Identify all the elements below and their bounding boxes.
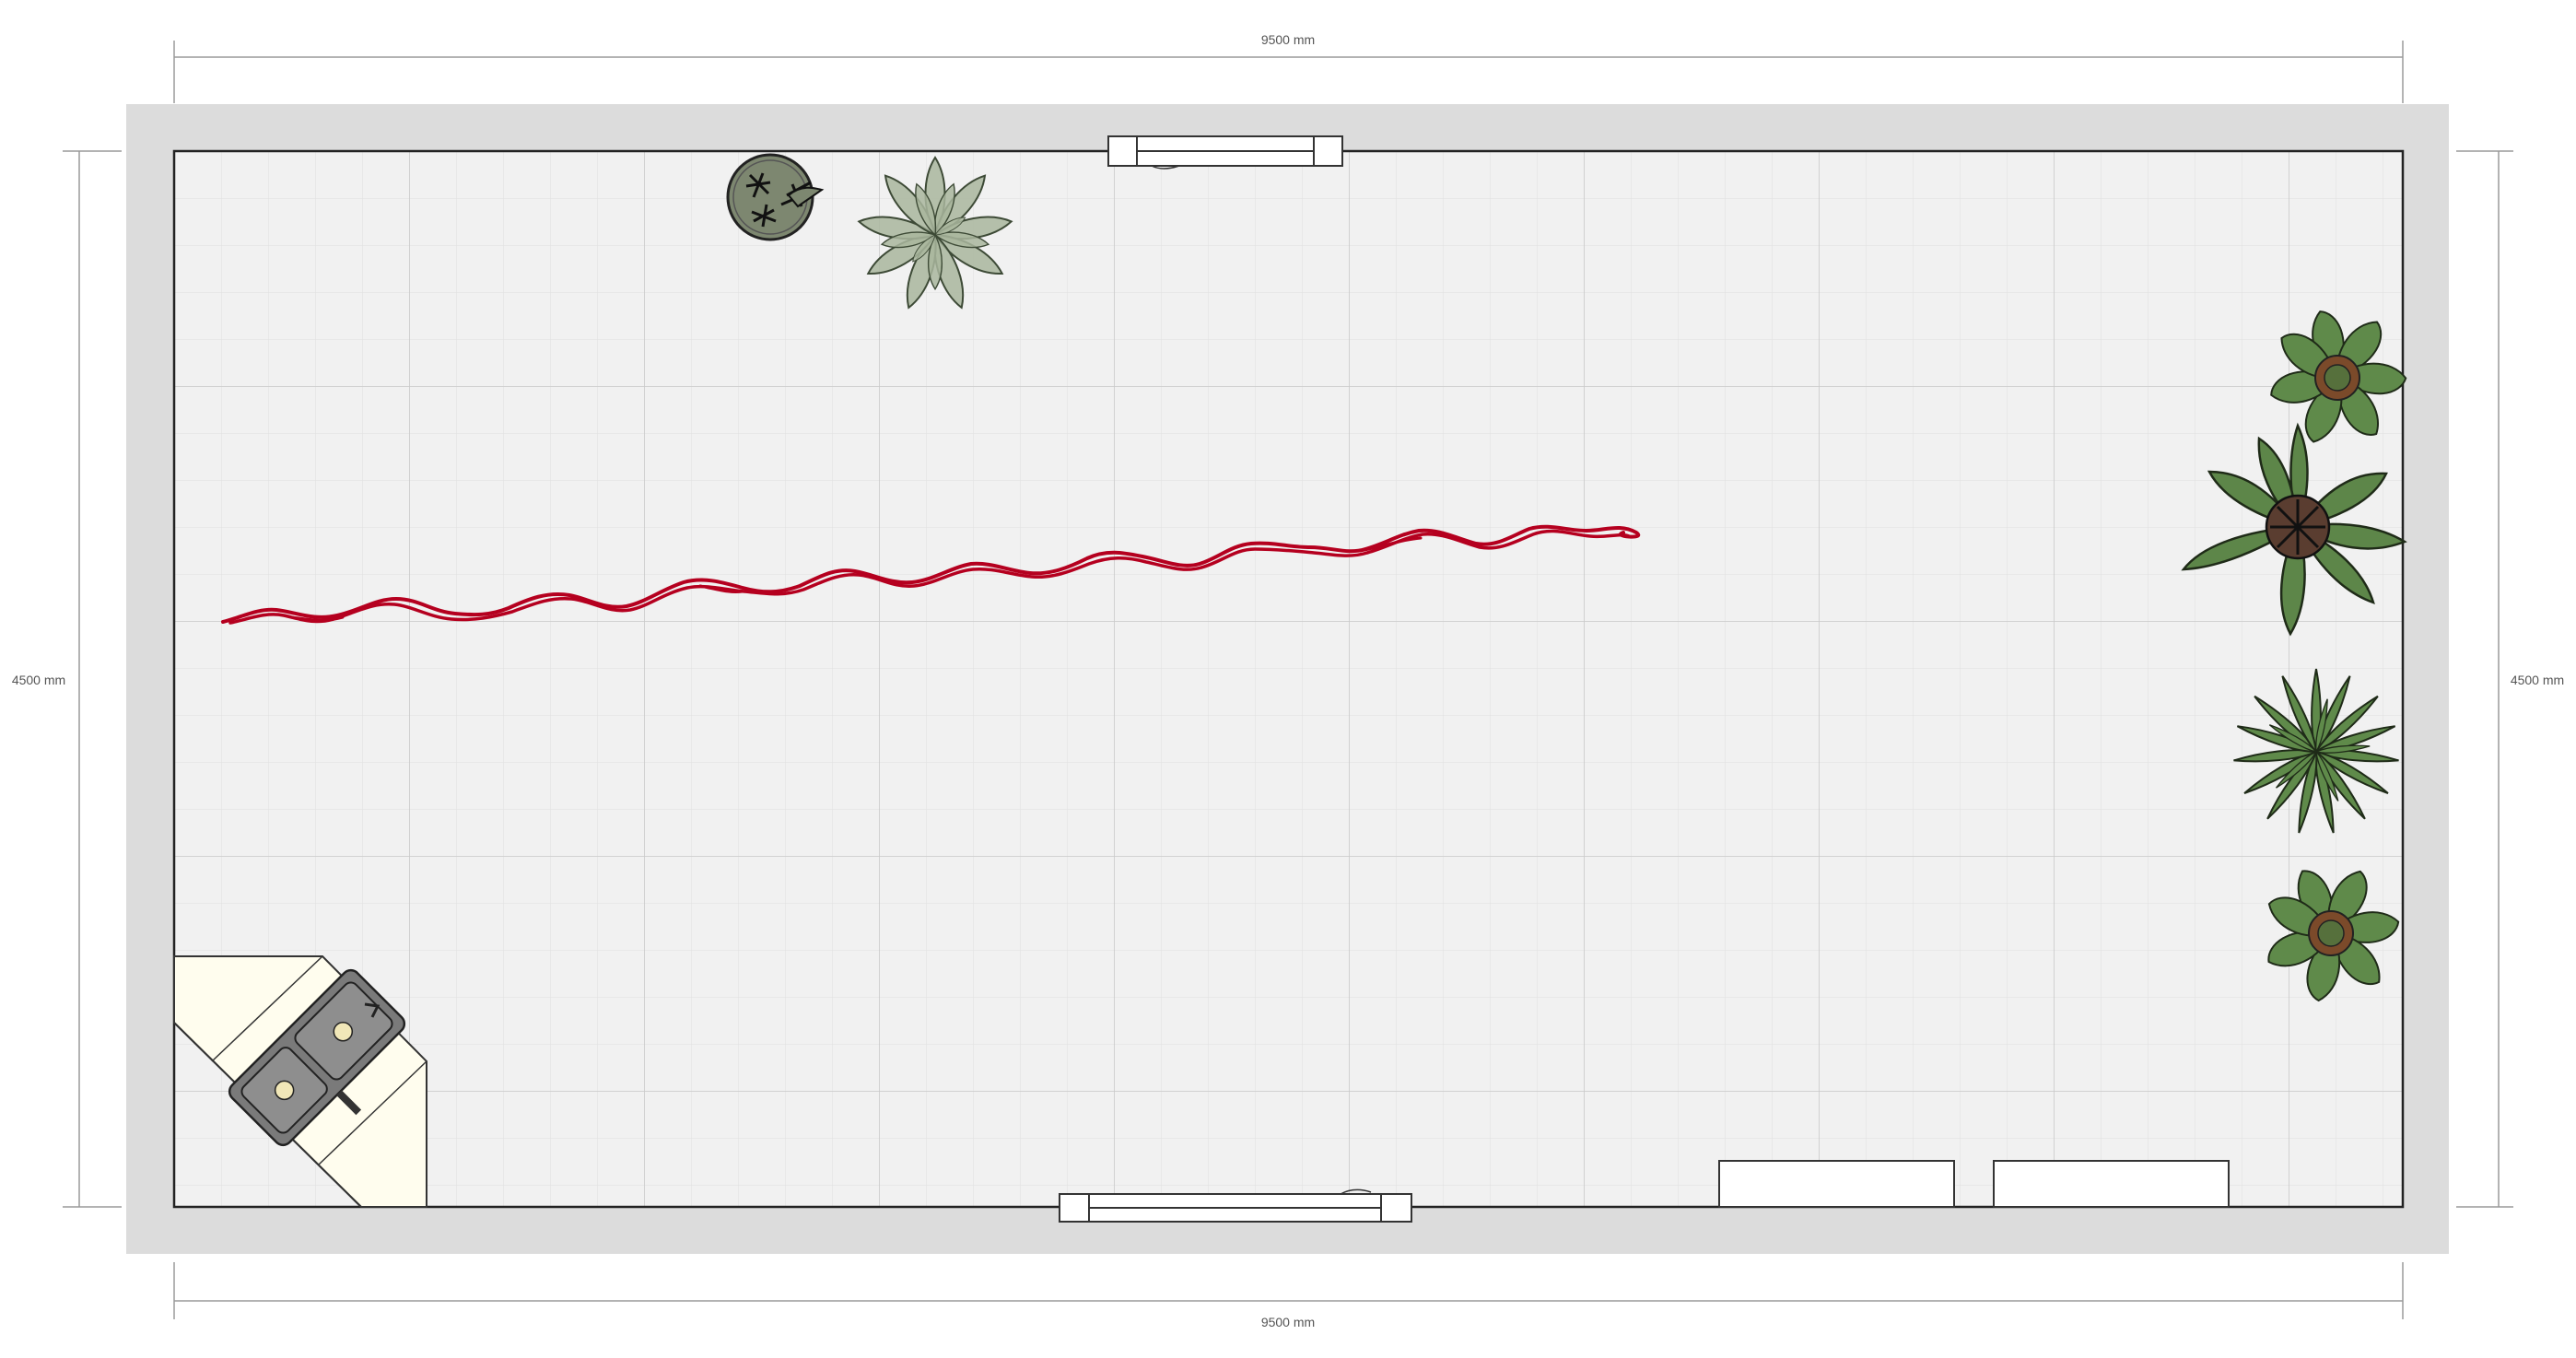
dimension-right xyxy=(2456,150,2513,1208)
dimension-bottom-label: 9500 mm xyxy=(1261,1315,1315,1329)
round-planter-icon[interactable] xyxy=(726,153,825,241)
dimension-left xyxy=(63,150,122,1208)
bottom-window[interactable] xyxy=(1059,1188,1412,1223)
corner-sink-icon[interactable] xyxy=(173,955,427,1208)
large-potted-plant-icon[interactable] xyxy=(2181,422,2407,637)
freehand-drawing[interactable] xyxy=(221,524,1641,625)
dimension-right-label: 4500 mm xyxy=(2511,673,2564,687)
dimension-bottom xyxy=(173,1262,2404,1319)
storage-box-left[interactable] xyxy=(1718,1160,1955,1208)
dimension-top-label: 9500 mm xyxy=(1261,32,1315,47)
potted-plant-icon[interactable] xyxy=(2266,307,2408,449)
dimension-top xyxy=(173,41,2404,103)
storage-box-right[interactable] xyxy=(1993,1160,2230,1208)
top-window[interactable] xyxy=(1107,135,1343,170)
dimension-left-label: 4500 mm xyxy=(12,673,65,687)
small-potted-plant-icon[interactable] xyxy=(2261,863,2401,1005)
